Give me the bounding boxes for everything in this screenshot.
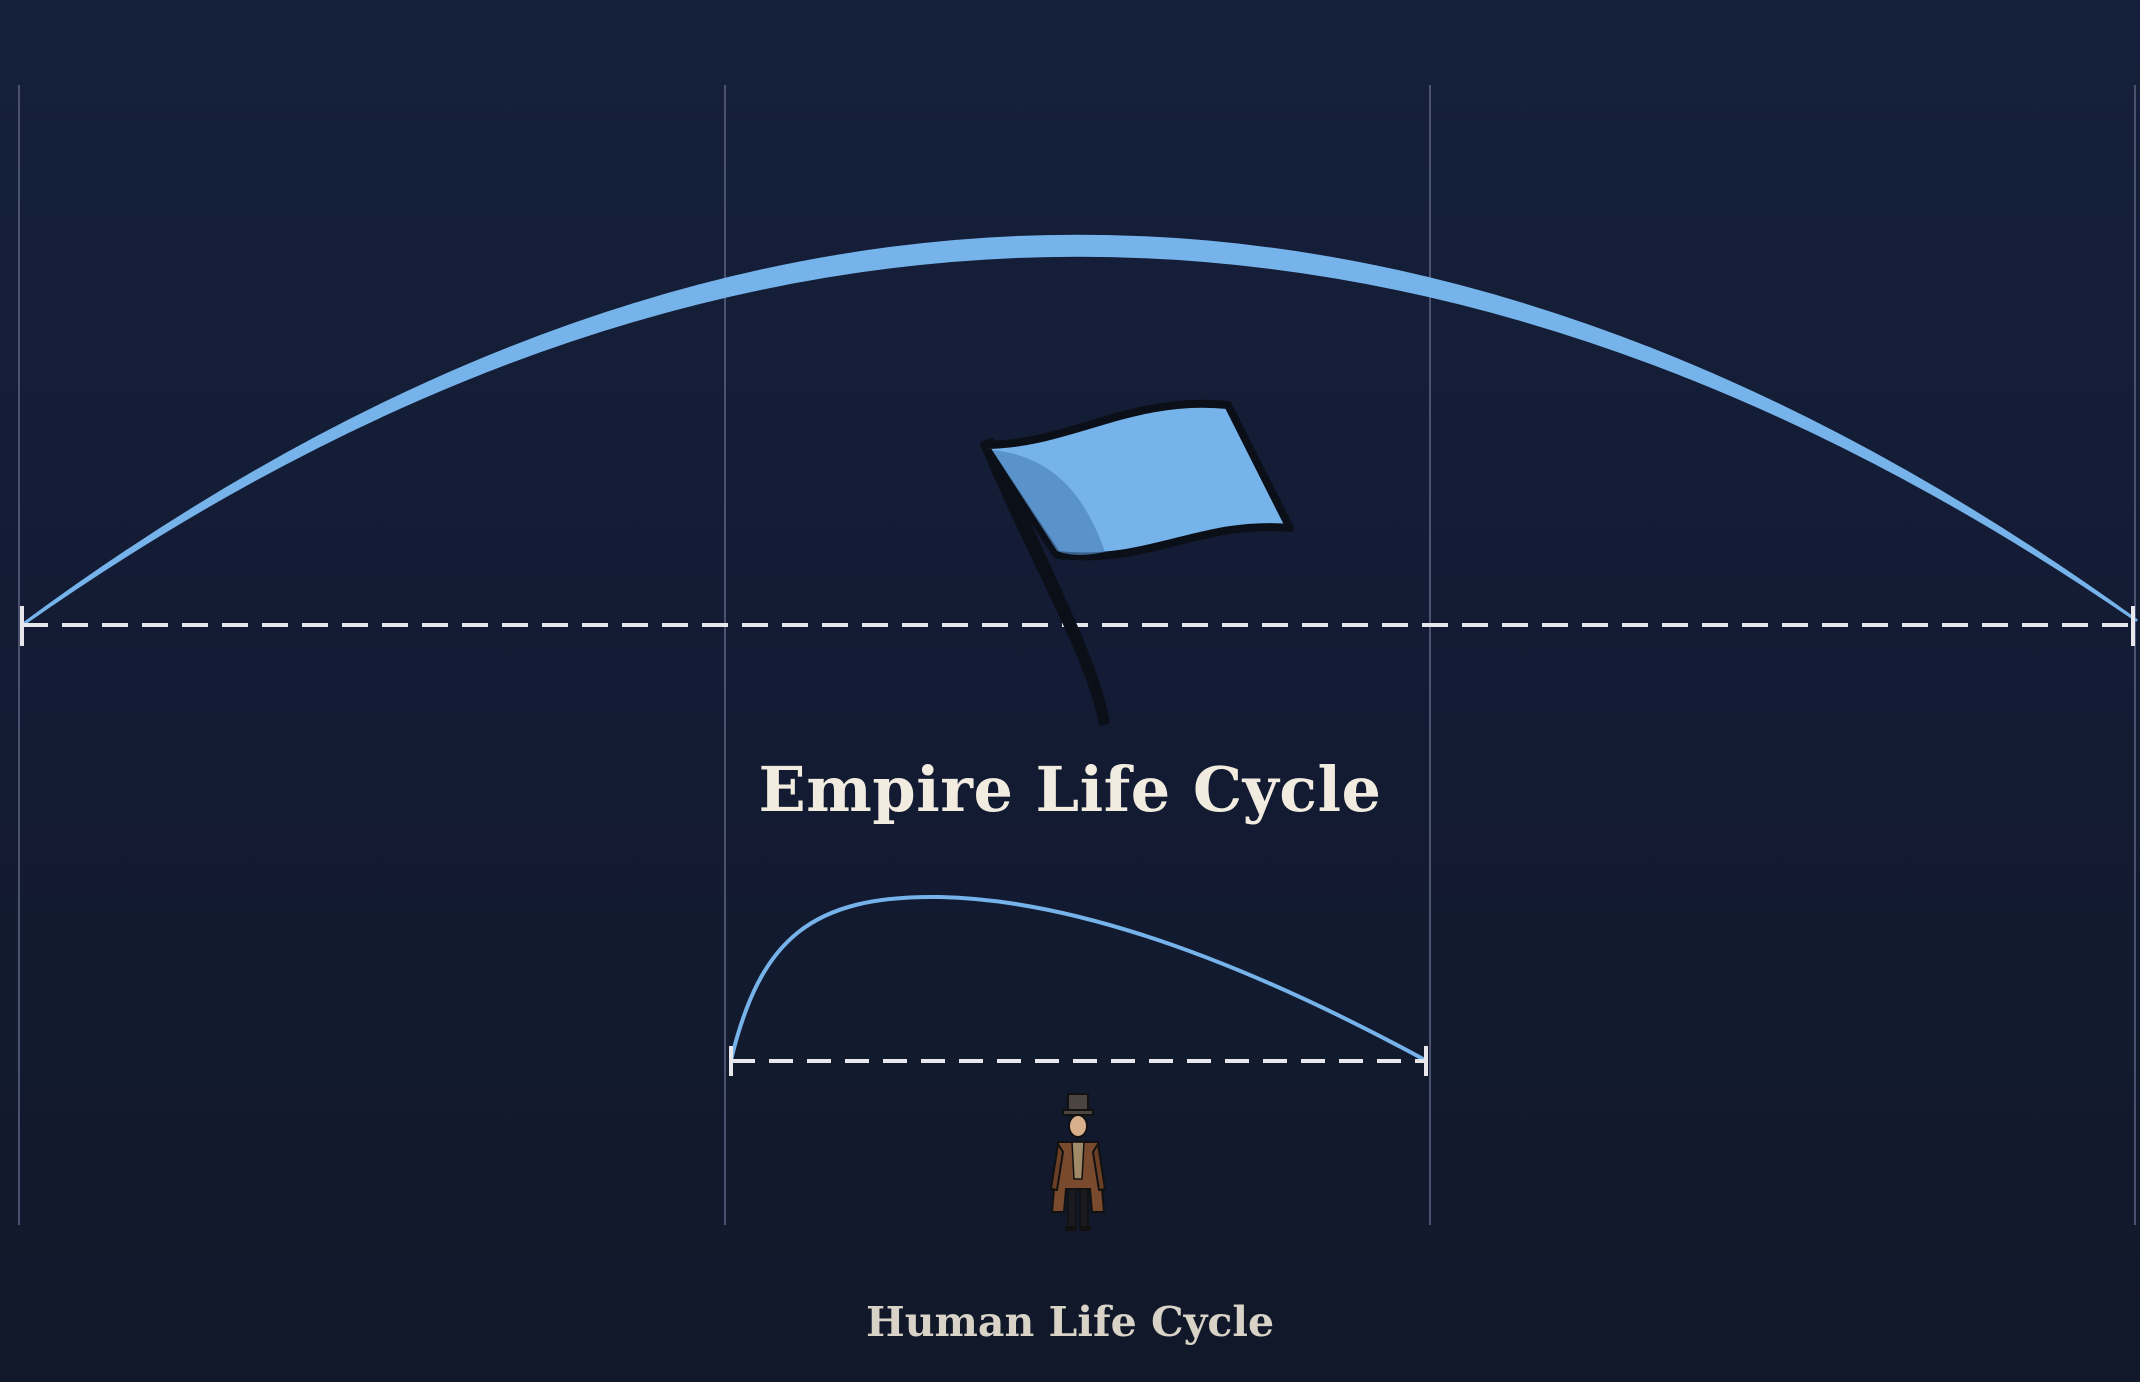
head <box>1068 1114 1088 1138</box>
human-life-cycle-arc <box>729 894 1427 1062</box>
flag-icon <box>980 399 1294 726</box>
legs <box>1067 1188 1077 1230</box>
empire-life-cycle-arc <box>20 234 2138 627</box>
person-figure-icon <box>1049 1093 1107 1231</box>
empire-life-cycle-label: Empire Life Cycle <box>758 753 1382 826</box>
human-life-cycle-label: Human Life Cycle <box>865 1298 1275 1346</box>
flag-shadow <box>992 450 1105 555</box>
flag-pole <box>980 438 1110 726</box>
